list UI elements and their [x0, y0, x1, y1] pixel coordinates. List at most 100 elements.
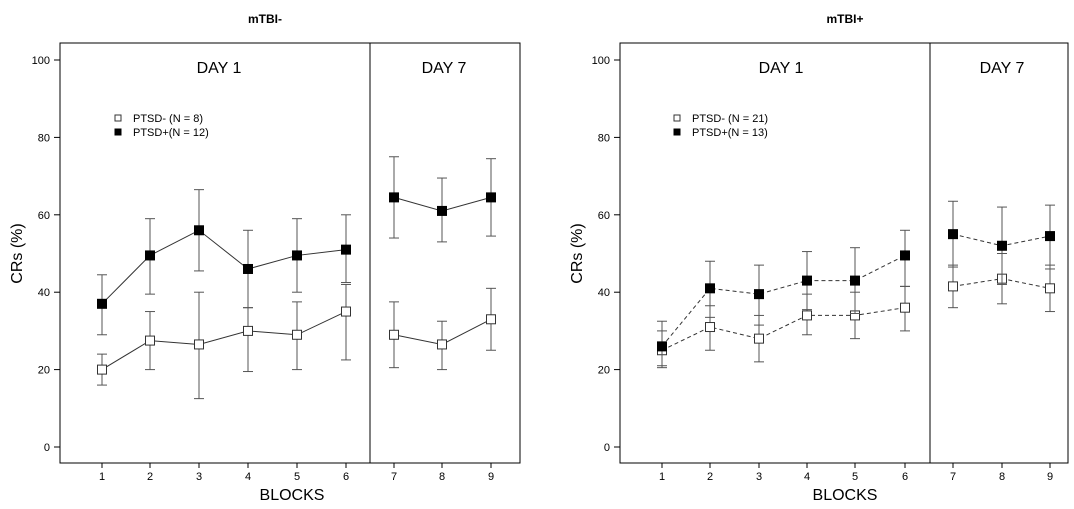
series-1 — [97, 283, 496, 400]
x-tick-label: 6 — [343, 471, 349, 483]
data-point — [1045, 231, 1055, 242]
series-line — [101, 229, 347, 305]
data-point — [657, 341, 667, 352]
x-tick-label: 4 — [804, 471, 810, 483]
data-point — [194, 225, 204, 236]
error-bar — [341, 283, 351, 361]
legend-marker — [673, 114, 681, 122]
data-point — [145, 250, 155, 261]
data-point — [948, 229, 958, 240]
y-tick-label: 20 — [38, 365, 50, 377]
x-axis-label: BLOCKS — [813, 487, 878, 504]
data-point — [292, 250, 302, 261]
y-tick-label: 80 — [38, 132, 50, 144]
series-line — [661, 254, 906, 347]
section-label: DAY 1 — [197, 60, 242, 77]
y-tick-label: 80 — [598, 132, 610, 144]
y-tick-label: 20 — [598, 365, 610, 377]
chart-panel-2: mTBI+ DAY 1 DAY 7 0 20 40 60 80 100 1 2 3 4 5 6 7 8 9 BLOC… — [569, 12, 1069, 504]
x-tick-label: 8 — [439, 471, 445, 483]
data-point — [292, 329, 302, 340]
data-point — [997, 240, 1007, 251]
y-tick-label: 60 — [598, 210, 610, 222]
legend-entry: PTSD+(N = 13) — [673, 127, 768, 139]
x-tick-label: 4 — [245, 471, 251, 483]
section-label: DAY 1 — [759, 60, 804, 77]
series-1 — [657, 253, 1055, 369]
x-tick-label: 1 — [99, 471, 105, 483]
chart-title: mTBI- — [248, 12, 282, 26]
y-tick-label: 40 — [38, 287, 50, 299]
series-line — [661, 307, 906, 351]
chart-title: mTBI+ — [826, 12, 863, 26]
data-point — [97, 298, 107, 309]
data-point — [900, 302, 910, 313]
legend-marker — [114, 114, 122, 122]
series-line — [101, 311, 347, 371]
legend-marker — [673, 128, 681, 136]
x-tick-label: 5 — [852, 471, 858, 483]
section-label: DAY 7 — [422, 60, 467, 77]
data-point — [145, 335, 155, 346]
data-point — [802, 275, 812, 286]
data-point — [948, 281, 958, 292]
x-tick-label: 9 — [488, 471, 494, 483]
data-point — [486, 192, 496, 203]
data-point — [437, 205, 447, 216]
y-axis-label: CRs (%) — [9, 223, 26, 283]
data-point — [900, 250, 910, 261]
data-point — [389, 192, 399, 203]
x-axis-label: BLOCKS — [260, 487, 325, 504]
data-point — [341, 244, 351, 255]
y-tick-label: 100 — [32, 55, 50, 67]
legend-entry: PTSD- (N = 8) — [114, 113, 203, 125]
x-tick-label: 3 — [756, 471, 762, 483]
x-tick-label: 9 — [1047, 471, 1053, 483]
data-point — [243, 263, 253, 274]
data-point — [802, 310, 812, 321]
x-tick-label: 1 — [659, 471, 665, 483]
data-point — [1045, 283, 1055, 294]
plot-frame — [59, 42, 521, 464]
data-point — [389, 329, 399, 340]
x-tick-label: 8 — [999, 471, 1005, 483]
error-bar — [243, 307, 253, 373]
data-point — [705, 283, 715, 294]
data-point — [705, 322, 715, 333]
data-point — [754, 289, 764, 300]
data-point — [437, 339, 447, 350]
data-point — [97, 364, 107, 375]
x-tick-label: 7 — [391, 471, 397, 483]
data-point — [754, 333, 764, 344]
y-axis-label: CRs (%) — [569, 223, 586, 283]
legend-label: PTSD- (N = 8) — [133, 113, 203, 125]
y-tick-label: 40 — [598, 287, 610, 299]
y-tick-label: 0 — [44, 442, 50, 454]
legend-entry: PTSD- (N = 21) — [673, 113, 768, 125]
y-tick-label: 60 — [38, 210, 50, 222]
section-label: DAY 7 — [980, 60, 1025, 77]
data-point — [486, 314, 496, 325]
series-2 — [97, 156, 496, 336]
legend-label: PTSD- (N = 21) — [692, 113, 768, 125]
x-tick-label: 7 — [950, 471, 956, 483]
data-point — [194, 339, 204, 350]
legend-entry: PTSD+(N = 12) — [114, 127, 209, 139]
x-tick-label: 6 — [902, 471, 908, 483]
y-tick-label: 100 — [592, 55, 610, 67]
legend-label: PTSD+(N = 13) — [692, 127, 768, 139]
legend-marker — [114, 128, 122, 136]
x-tick-label: 5 — [294, 471, 300, 483]
data-point — [341, 306, 351, 317]
x-tick-label: 2 — [707, 471, 713, 483]
x-tick-label: 2 — [147, 471, 153, 483]
chart-panel-1: mTBI- DAY 1 DAY 7 0 20 40 60 80 100 1 2 3 4 5 6 7 8 9 BLOC… — [9, 12, 521, 504]
y-tick-label: 0 — [604, 442, 610, 454]
x-tick-label: 3 — [196, 471, 202, 483]
data-point — [243, 325, 253, 336]
plot-frame — [619, 42, 1069, 464]
series-2 — [657, 200, 1055, 367]
legend-label: PTSD+(N = 12) — [133, 127, 209, 139]
data-point — [850, 275, 860, 286]
